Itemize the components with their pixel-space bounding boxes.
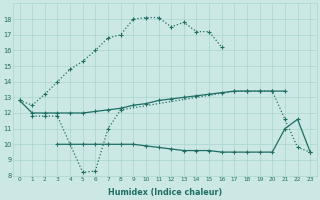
X-axis label: Humidex (Indice chaleur): Humidex (Indice chaleur) [108, 188, 222, 197]
